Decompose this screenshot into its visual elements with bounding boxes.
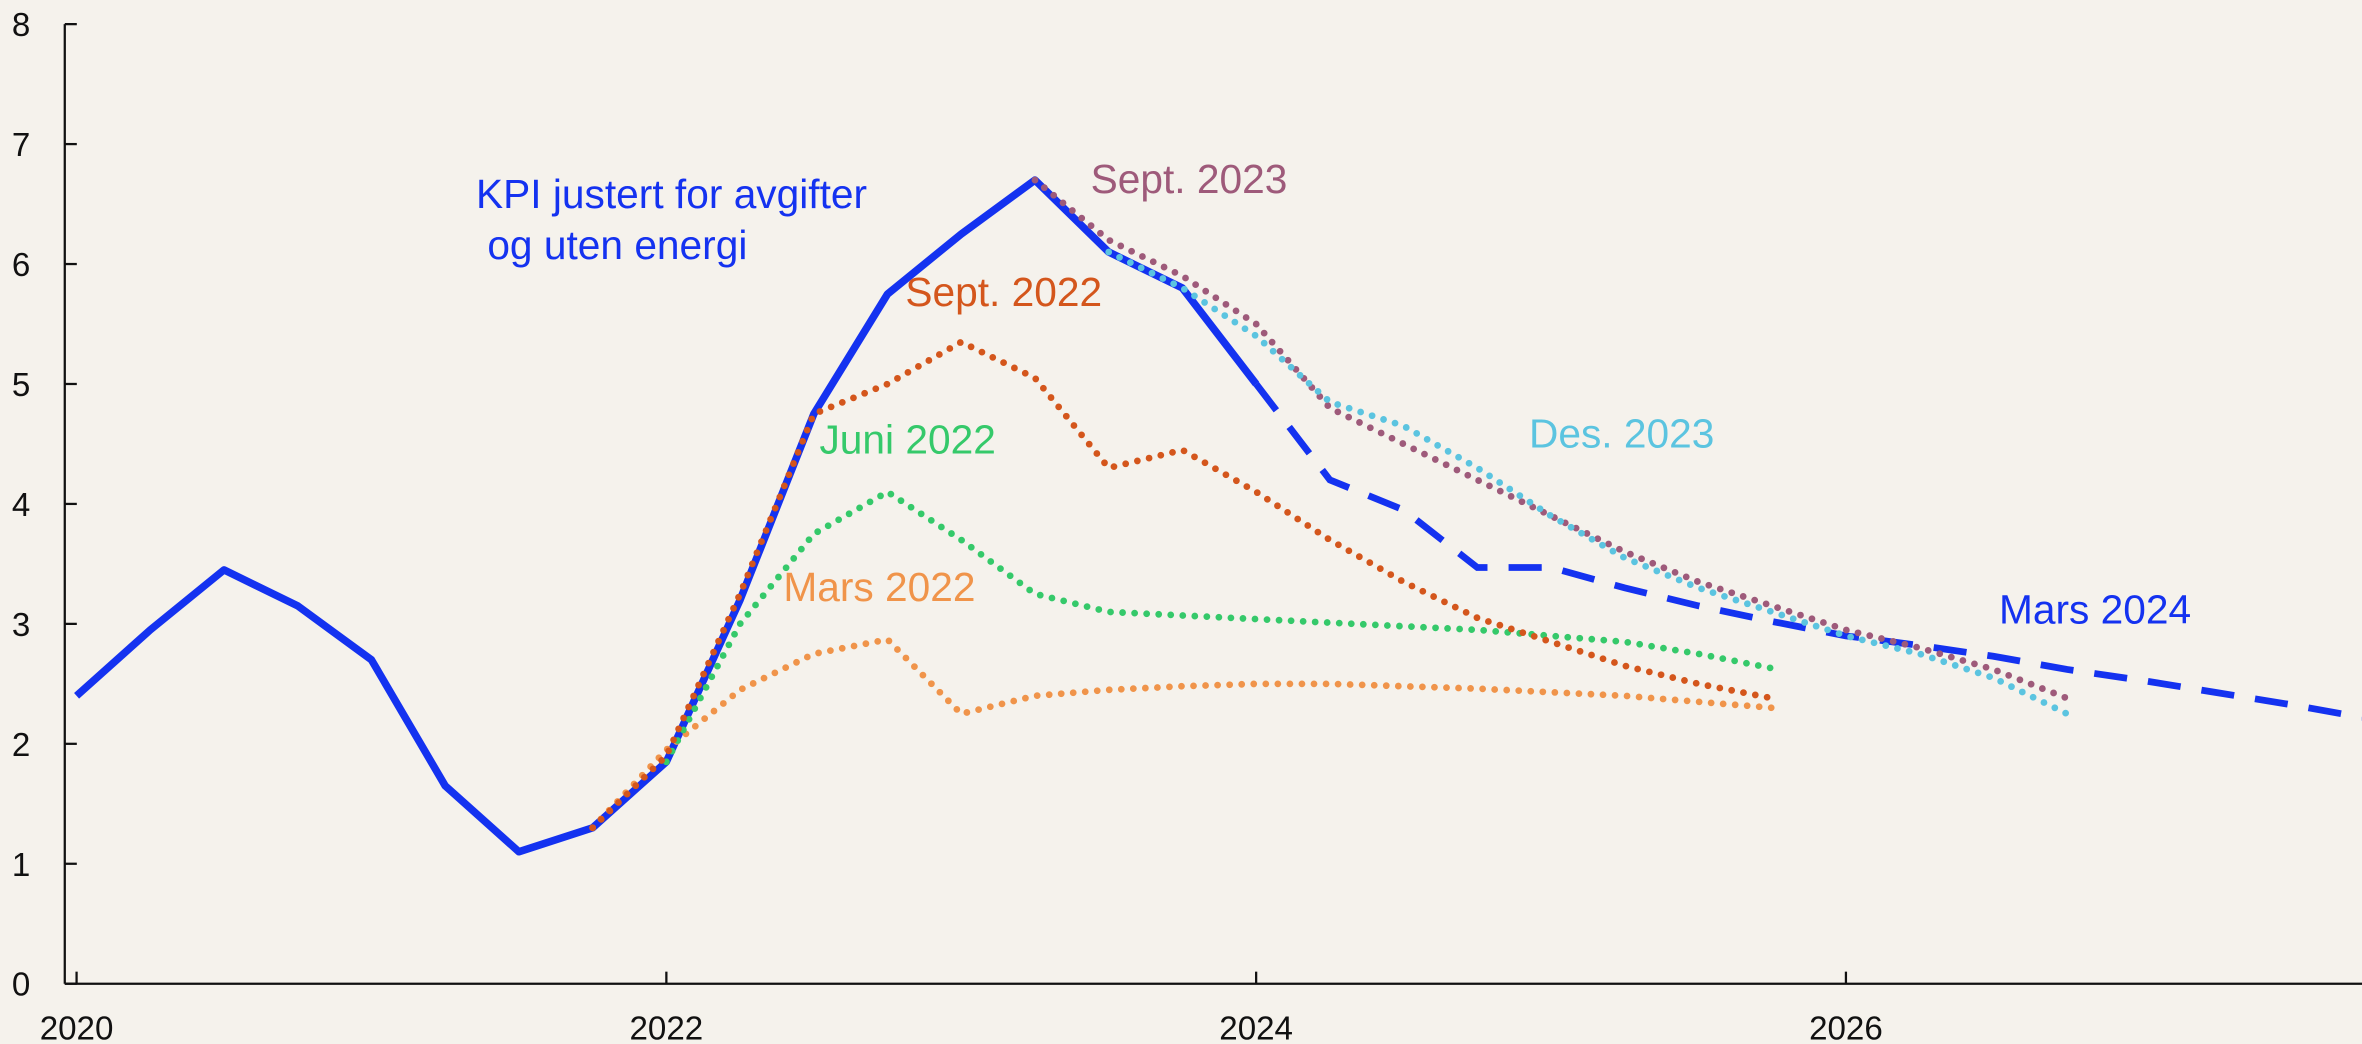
y-tick-label: 8 bbox=[12, 7, 30, 44]
series-label-text: Mars 2022 bbox=[783, 564, 976, 611]
y-tick-label: 0 bbox=[12, 967, 30, 1004]
series-label: Juni 2022 bbox=[819, 417, 996, 463]
series-label-text: KPI justert for avgifter og uten energi bbox=[476, 171, 868, 269]
series-label: Des. 2023 bbox=[1528, 411, 1715, 457]
series-label-text: Des. 2023 bbox=[1528, 411, 1715, 457]
series-label: Mars 2024 bbox=[1998, 587, 2192, 633]
series-line bbox=[589, 338, 1776, 832]
y-tick-label: 6 bbox=[12, 247, 30, 284]
series-label: KPI justert for avgifter og uten energi bbox=[476, 171, 868, 269]
series-label: Sept. 2023 bbox=[1090, 156, 1288, 202]
x-tick-label: 2022 bbox=[630, 1010, 704, 1044]
x-tick-label: 2020 bbox=[40, 1010, 114, 1044]
series-label-text: Mars 2024 bbox=[1998, 587, 2192, 633]
series-line bbox=[662, 487, 1776, 766]
series-label: Mars 2022 bbox=[783, 564, 976, 611]
series-label: Sept. 2022 bbox=[905, 269, 1103, 315]
y-tick-label: 2 bbox=[12, 727, 30, 764]
series-line bbox=[1031, 176, 2071, 702]
series-label-text: Juni 2022 bbox=[819, 417, 996, 463]
series-line bbox=[589, 635, 1776, 832]
y-tick-label: 4 bbox=[12, 487, 30, 524]
series-line bbox=[1105, 248, 2071, 718]
series-label-text: Sept. 2023 bbox=[1090, 156, 1288, 202]
x-tick-label: 2026 bbox=[1809, 1010, 1883, 1044]
series-line bbox=[1253, 381, 2362, 721]
series-label-text: Sept. 2022 bbox=[905, 269, 1103, 315]
y-tick-label: 3 bbox=[12, 607, 30, 644]
y-tick-label: 5 bbox=[12, 367, 30, 404]
y-tick-label: 1 bbox=[12, 847, 30, 884]
x-tick-label: 2024 bbox=[1219, 1010, 1293, 1044]
y-tick-label: 7 bbox=[12, 127, 30, 164]
